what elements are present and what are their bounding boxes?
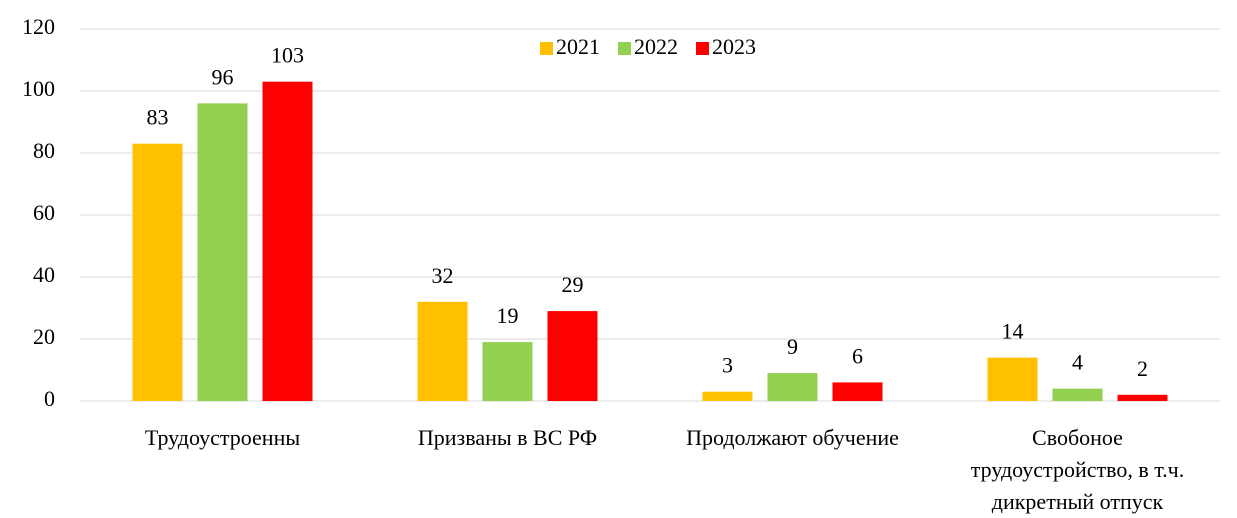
bar — [832, 382, 883, 401]
x-tick-label: Продолжают обучение — [686, 425, 899, 450]
y-tick-label: 120 — [22, 14, 55, 39]
legend-label: 2023 — [712, 34, 756, 59]
y-tick-label: 60 — [33, 200, 55, 225]
x-tick-label: Призваны в ВС РФ — [418, 425, 597, 450]
data-label: 103 — [271, 43, 304, 68]
bar — [197, 103, 248, 402]
data-label: 83 — [147, 105, 169, 130]
legend-swatch — [540, 42, 553, 55]
data-label: 96 — [212, 64, 234, 89]
bar — [417, 301, 468, 401]
bar — [767, 373, 818, 401]
x-tick-label: Свобоное трудоустройство, в т.ч. дикретный… — [971, 425, 1185, 514]
bar — [702, 391, 753, 401]
data-label: 14 — [1002, 319, 1024, 344]
data-label: 19 — [497, 303, 519, 328]
data-label: 2 — [1137, 356, 1148, 381]
bar — [1117, 394, 1168, 401]
y-tick-label: 20 — [33, 324, 55, 349]
bar — [262, 81, 313, 401]
legend-label: 2022 — [634, 34, 678, 59]
data-label: 3 — [722, 353, 733, 378]
bar — [547, 311, 598, 401]
bar — [132, 143, 183, 401]
data-label: 4 — [1072, 350, 1083, 375]
bar — [1052, 388, 1103, 401]
legend-label: 2021 — [556, 34, 600, 59]
bar — [482, 342, 533, 401]
x-tick-label: Трудоустроенны — [145, 425, 301, 450]
bar — [987, 357, 1038, 401]
data-label: 9 — [787, 334, 798, 359]
y-tick-label: 80 — [33, 138, 55, 163]
data-label: 32 — [432, 263, 454, 288]
data-label: 6 — [852, 343, 863, 368]
legend-swatch — [618, 42, 631, 55]
y-tick-label: 40 — [33, 262, 55, 287]
legend-swatch — [696, 42, 709, 55]
y-tick-label: 100 — [22, 76, 55, 101]
data-label: 29 — [562, 272, 584, 297]
y-tick-label: 0 — [44, 386, 55, 411]
